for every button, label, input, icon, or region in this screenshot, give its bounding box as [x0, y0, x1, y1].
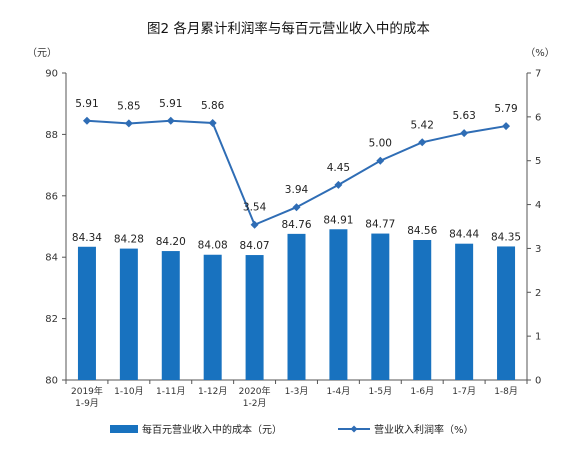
right-axis-unit: （%） — [525, 47, 555, 59]
bar-value-label: 84.07 — [240, 240, 270, 252]
line-marker — [124, 119, 133, 128]
x-tick-label-line: 1-11月 — [156, 386, 185, 397]
line-value-label: 3.94 — [285, 184, 309, 196]
x-tick-label: 2019年 1-9月 — [71, 385, 103, 409]
line-marker — [502, 122, 511, 131]
right-tick-label: 5 — [535, 156, 541, 167]
bar-value-label: 84.44 — [449, 229, 479, 241]
bar — [119, 248, 138, 380]
bar — [161, 251, 180, 380]
bar-value-label: 84.77 — [365, 219, 395, 231]
left-tick-label: 84 — [45, 253, 58, 264]
right-tick-label: 2 — [535, 288, 541, 299]
left-tick-label: 82 — [45, 314, 58, 325]
line-value-label: 5.00 — [369, 138, 392, 150]
line-value-label: 5.86 — [201, 100, 225, 112]
x-tick-label-line: 1-5月 — [368, 386, 392, 397]
data-labels: 84.34 84.28 84.20 84.08 84.07 84.76 84.91 84.77… — [72, 98, 521, 252]
line-series — [82, 116, 511, 229]
line-value-label: 5.91 — [159, 98, 182, 110]
x-tick-label-line: 1-10月 — [114, 386, 143, 397]
x-tick-label-line: 1-12月 — [198, 386, 227, 397]
legend-line-marker — [350, 425, 358, 433]
right-tick-label: 6 — [535, 112, 541, 123]
left-tick-label: 80 — [45, 376, 58, 387]
x-tick-label: 1-11月 — [156, 386, 185, 397]
x-tick-label: 1-4月 — [327, 386, 351, 397]
bar-value-label: 84.08 — [198, 240, 228, 252]
bar-series — [77, 229, 516, 380]
bar — [77, 246, 96, 380]
bar — [455, 243, 474, 380]
x-tick-label: 1-10月 — [114, 386, 143, 397]
legend: 每百元营业收入中的成本（元） 营业收入利润率（%） — [110, 423, 474, 436]
bar-value-label: 84.35 — [491, 231, 521, 243]
line-value-label: 5.85 — [117, 100, 140, 112]
left-tick-label: 88 — [45, 130, 58, 141]
x-tick-label-line: 1-4月 — [327, 386, 351, 397]
bar — [287, 233, 306, 380]
line-marker — [292, 203, 301, 212]
bar-value-label: 84.76 — [281, 219, 311, 231]
legend-line-label: 营业收入利润率（%） — [374, 423, 474, 436]
x-tick-label: 1-12月 — [198, 386, 227, 397]
x-tick-label: 1-7月 — [452, 386, 476, 397]
right-tick-label: 3 — [535, 244, 541, 255]
x-tick-label: 1-5月 — [368, 386, 392, 397]
bar — [245, 255, 264, 380]
bar-value-label: 84.28 — [114, 234, 144, 246]
left-axis-unit: （元） — [27, 47, 57, 59]
bar-value-label: 84.91 — [323, 214, 353, 226]
x-tick-label-line: 1-9月 — [75, 398, 99, 409]
line-value-label: 5.91 — [75, 98, 98, 110]
legend-bar-swatch — [110, 425, 138, 433]
x-tick-label-line: 2020年 — [239, 385, 271, 397]
x-tick-label: 1-8月 — [494, 386, 518, 397]
bar — [413, 240, 432, 380]
bar — [371, 233, 390, 380]
left-tick-label: 90 — [45, 69, 58, 80]
right-tick-label: 7 — [535, 69, 541, 80]
x-tick-label-line: 2019年 — [71, 385, 103, 397]
bar-value-label: 84.34 — [72, 232, 102, 244]
right-tick-label: 0 — [535, 376, 541, 387]
legend-bar-label: 每百元营业收入中的成本（元） — [142, 423, 282, 436]
chart-title: 图2 各月累计利润率与每百元营业收入中的成本 — [147, 20, 430, 37]
x-tick-label-line: 1-2月 — [243, 398, 267, 409]
line-marker — [166, 116, 175, 125]
line-value-label: 5.63 — [452, 110, 475, 122]
line-marker — [376, 156, 385, 165]
line-marker — [208, 118, 217, 127]
left-tick-label: 86 — [45, 191, 58, 202]
x-tick-label-line: 1-6月 — [410, 386, 434, 397]
x-tick-label: 2020年 1-2月 — [239, 385, 271, 409]
bar-value-label: 84.20 — [156, 236, 186, 248]
line-marker — [250, 220, 259, 229]
axes: 80 82 84 86 88 90 0 1 2 3 4 5 6 7 2019年 1-9月 1-10月 1-11月 1… — [45, 69, 541, 410]
x-tick-label: 1-3月 — [285, 386, 309, 397]
line-marker — [460, 129, 469, 138]
line-value-label: 4.45 — [327, 162, 350, 174]
x-tick-label-line: 1-7月 — [452, 386, 476, 397]
right-tick-label: 4 — [535, 200, 541, 211]
x-tick-label-line: 1-8月 — [494, 386, 518, 397]
line-marker — [82, 116, 91, 125]
bar — [329, 229, 348, 380]
x-tick-label: 1-6月 — [410, 386, 434, 397]
right-tick-label: 1 — [535, 332, 541, 343]
x-tick-label-line: 1-3月 — [285, 386, 309, 397]
line-value-label: 5.42 — [411, 119, 434, 131]
bar-value-label: 84.56 — [407, 225, 437, 237]
line-value-label: 5.79 — [494, 103, 517, 115]
line-value-label: 3.54 — [243, 202, 267, 214]
bar — [497, 246, 516, 380]
line-marker — [334, 180, 343, 189]
line-marker — [418, 138, 427, 147]
bar — [203, 254, 222, 380]
